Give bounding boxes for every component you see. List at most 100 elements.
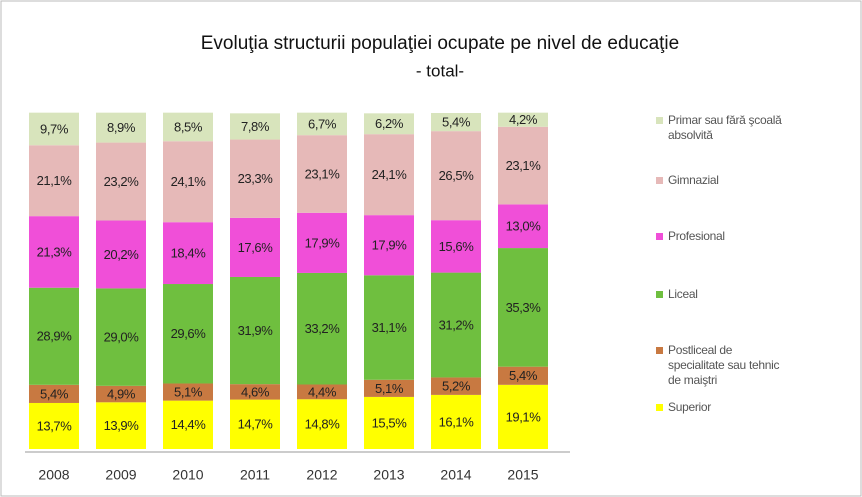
legend-label: Profesional [668,229,725,243]
bar-segment [431,272,481,378]
data-label: 17,9% [305,235,341,250]
data-label: 26,5% [439,168,475,183]
bar-segment [163,383,213,401]
data-label: 13,7% [37,418,73,433]
data-label: 24,1% [372,167,408,182]
bar-segment [498,384,548,449]
data-label: 5,2% [442,379,471,394]
bar-segment [498,112,548,127]
data-label: 15,5% [372,415,408,430]
bar-segment [297,399,347,449]
bar-segment [364,215,414,276]
data-label: 16,1% [439,414,475,429]
legend-swatch [656,177,663,184]
data-label: 28,9% [37,329,73,344]
bar-segment [230,217,280,277]
data-label: 9,7% [40,121,69,136]
data-label: 13,9% [104,418,140,433]
bar-segment [29,287,79,385]
bar-segment [498,366,548,385]
data-label: 29,6% [171,326,207,341]
x-tick-label: 2009 [105,467,136,483]
bar-segment [29,216,79,288]
data-label: 24,1% [171,174,207,189]
data-label: 4,4% [308,384,337,399]
data-label: 31,2% [439,317,475,332]
data-label: 20,2% [104,247,140,262]
legend-label: Postliceal de specialitate sau tehnic de… [668,343,780,387]
data-label: 15,6% [439,239,475,254]
x-tick-label: 2015 [507,467,538,483]
bar-segment [297,212,347,273]
data-label: 5,4% [40,386,69,401]
data-label: 31,1% [372,320,408,335]
data-label: 7,8% [241,119,270,134]
bar-segment [230,139,280,218]
legend-label: Superior [668,400,711,414]
x-tick-label: 2011 [240,467,270,483]
bar-segment [96,112,146,143]
data-label: 23,1% [305,166,341,181]
bar-segment [163,141,213,223]
data-label: 14,7% [238,417,274,432]
data-label: 5,4% [509,368,538,383]
data-label: 35,3% [506,300,542,315]
bar-segment [96,402,146,449]
data-label: 23,3% [238,171,274,186]
data-label: 14,8% [305,417,341,432]
bar-segment [498,126,548,205]
data-label: 18,4% [171,246,207,261]
bar-segment [431,394,481,449]
bar-segment [364,113,414,135]
data-label: 8,9% [107,120,136,135]
bar-segment [297,135,347,213]
bar-segment [297,272,347,385]
data-label: 21,1% [37,173,73,188]
bar-segment [163,400,213,449]
bar-segment [364,134,414,216]
bar-segment [431,131,481,221]
bar-segment [498,248,548,367]
data-label: 23,2% [104,174,140,189]
bar-segment [96,385,146,403]
data-label: 5,4% [442,115,471,130]
chart-subtitle: - total- [416,61,464,80]
data-label: 8,5% [174,119,203,134]
legend-swatch [656,404,663,411]
data-label: 13,0% [506,219,542,234]
data-label: 4,2% [509,112,538,127]
bar-segment [498,204,548,249]
legend-swatch [656,291,663,298]
data-label: 29,0% [104,330,140,345]
data-label: 19,1% [506,409,542,424]
data-label: 17,9% [372,238,408,253]
bar-segment [431,113,481,132]
bar-segment [29,112,79,146]
bar-segment [29,384,79,403]
legend-label: Primar sau fără şcoală absolvită [668,113,782,142]
bar-segment [29,145,79,217]
bar-segment [230,399,280,449]
data-label: 23,1% [506,158,542,173]
chart-title: Evoluţia structurii populaţiei ocupate p… [201,33,679,54]
bar-segment [230,276,280,385]
bar-segment [297,384,347,400]
x-tick-label: 2008 [38,467,69,483]
x-tick-label: 2010 [172,467,203,483]
bar-segment [163,112,213,142]
bar-segment [96,288,146,386]
data-label: 4,9% [107,387,136,402]
legend-swatch [656,347,663,354]
data-label: 6,7% [308,116,337,131]
bar-segment [364,275,414,380]
bar-segment [364,379,414,397]
legend-swatch [656,233,663,240]
data-label: 6,2% [375,116,404,131]
bar-segment [96,142,146,221]
data-label: 4,6% [241,384,270,399]
bar-segment [230,384,280,400]
data-label: 17,6% [238,240,274,255]
data-label: 14,4% [171,417,207,432]
